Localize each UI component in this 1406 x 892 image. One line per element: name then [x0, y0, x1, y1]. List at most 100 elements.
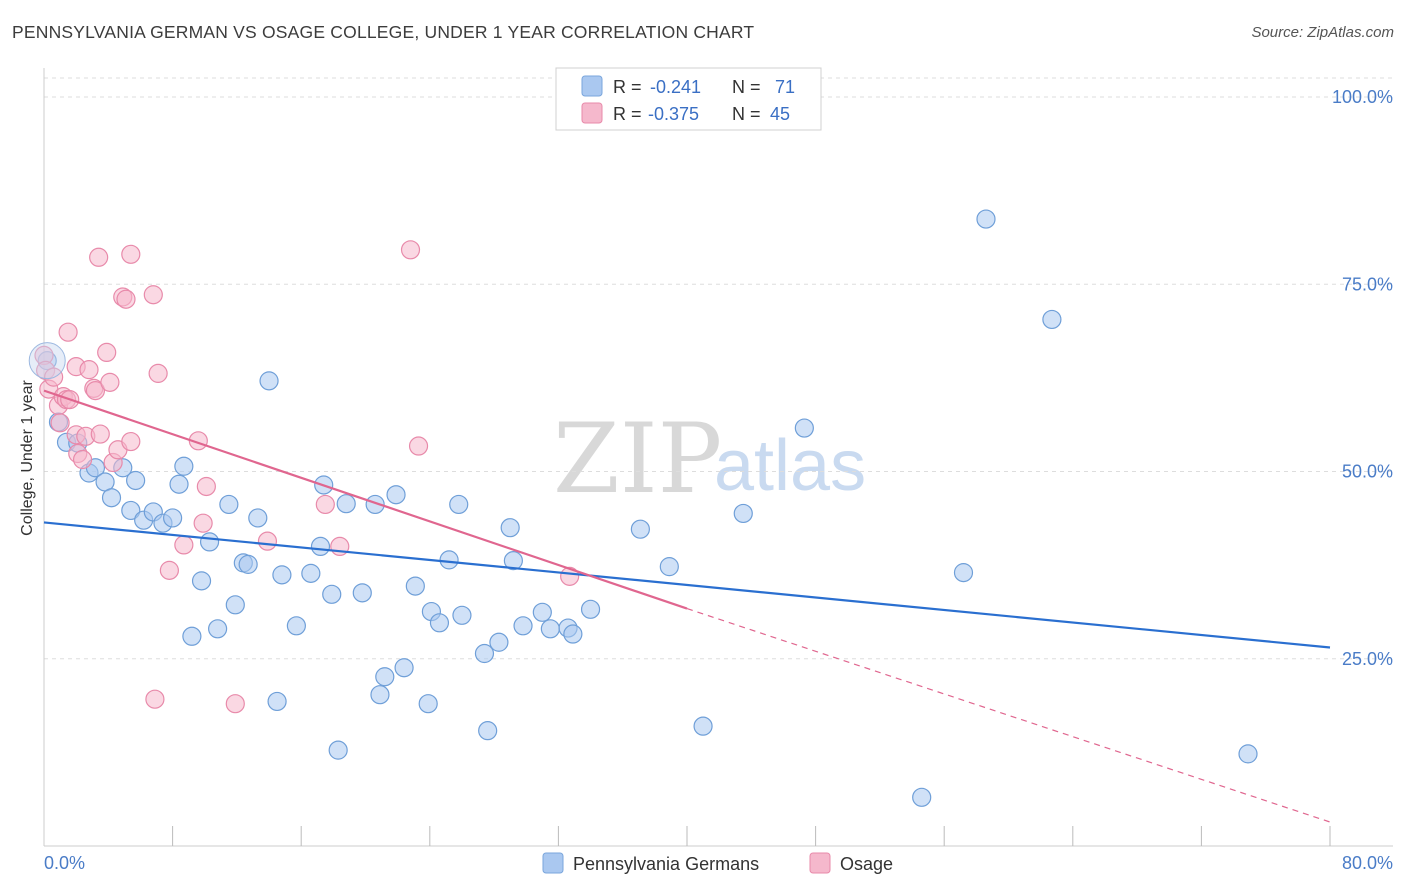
pennsylvania-germans-point-7	[101, 488, 122, 508]
pennsylvania-germans-point-26	[259, 371, 279, 391]
pennsylvania-germans-point-60	[630, 519, 650, 539]
pennsylvania-germans-point-43	[418, 694, 438, 714]
pennsylvania-germans-point-large	[28, 342, 66, 380]
pennsylvania-germans-point-38	[370, 685, 390, 705]
pennsylvania-germans-point-51	[489, 632, 509, 652]
osage-point-8	[58, 322, 78, 342]
series-legend-label-pennsylvania-germans: Pennsylvania Germans	[573, 854, 759, 874]
pennsylvania-germans-point-36	[352, 583, 372, 603]
osage-trend-extension	[686, 607, 1331, 823]
pennsylvania-germans-point-29	[286, 616, 306, 636]
pennsylvania-germans-point-49	[474, 643, 495, 664]
pennsylvania-germans-point-15	[169, 474, 189, 494]
osage-point-28	[143, 285, 163, 305]
osage-point-35	[196, 476, 216, 497]
pennsylvania-germans-point-20	[208, 619, 228, 639]
pennsylvania-germans-point-25	[248, 508, 268, 528]
osage-point-13	[72, 449, 93, 470]
pennsylvania-germans-point-45	[429, 613, 450, 633]
legend-n-label-1: N =	[732, 77, 761, 97]
pennsylvania-germans-point-35	[336, 494, 356, 514]
pennsylvania-germans-point-56	[540, 619, 560, 639]
osage-point-37	[257, 531, 278, 551]
pennsylvania-germans-point-53	[503, 551, 523, 571]
pennsylvania-germans-point-39	[375, 667, 395, 687]
chart-title: PENNSYLVANIA GERMAN VS OSAGE COLLEGE, UN…	[12, 22, 755, 42]
pennsylvania-germans-point-37	[365, 494, 385, 515]
pennsylvania-germans-point-61	[659, 557, 679, 577]
data-points	[28, 209, 1258, 807]
pennsylvania-germans-point-41	[394, 658, 414, 678]
pennsylvania-germans-point-42	[405, 576, 425, 596]
pennsylvania-germans-point-10	[126, 470, 146, 491]
watermark-atlas: atlas	[714, 426, 866, 506]
pennsylvania-germans-point-58	[563, 624, 583, 644]
legend-r-label-1: R =	[613, 77, 642, 97]
pennsylvania-germans-point-17	[182, 626, 202, 646]
osage-point-15	[79, 360, 99, 380]
pennsylvania-germans-point-33	[322, 584, 342, 604]
chart-source: Source: ZipAtlas.com	[1251, 24, 1394, 41]
pennsylvania-germans-point-40	[386, 485, 406, 505]
osage-point-19	[89, 247, 109, 267]
osage-point-34	[193, 513, 213, 533]
osage-point-31	[159, 560, 179, 580]
series-legend: Pennsylvania Germans Osage	[542, 852, 893, 874]
legend-n-label-2: N =	[732, 104, 761, 124]
pennsylvania-germans-point-65	[912, 787, 932, 807]
pennsylvania-germans-point-27	[267, 691, 287, 712]
pennsylvania-germans-point-24	[238, 554, 258, 574]
pennsylvania-germans-point-63	[733, 503, 753, 524]
trend-lines	[43, 389, 1331, 823]
y-tick-label-50: 50.0%	[1342, 462, 1393, 482]
pennsylvania-germans-point-55	[532, 602, 552, 622]
y-axis-label: College, Under 1 year	[19, 380, 36, 536]
osage-point-27	[121, 431, 141, 452]
osage-point-21	[100, 372, 120, 392]
pennsylvania-germans-point-50	[478, 721, 498, 741]
series-legend-swatch-pennsylvania-germans	[542, 852, 564, 874]
x-ticks	[172, 826, 1331, 846]
pennsylvania-germans-point-68	[1042, 309, 1062, 330]
y-tick-label-25: 25.0%	[1342, 649, 1393, 669]
pennsylvania-germans-point-9	[121, 500, 141, 521]
osage-trend-line	[43, 389, 688, 610]
pennsylvania-germans-point-64	[794, 418, 814, 438]
osage-point-18	[90, 424, 110, 444]
axes	[43, 68, 1393, 847]
series-legend-swatch-osage	[809, 852, 831, 874]
watermark-zip: ZIP	[553, 403, 722, 515]
legend-r-label-2: R =	[613, 104, 642, 124]
pennsylvania-germans-point-30	[301, 563, 321, 583]
osage-point-38	[315, 494, 335, 515]
osage-point-41	[408, 436, 429, 456]
pennsylvania-germans-trend-line	[43, 521, 1331, 649]
series-legend-label-osage: Osage	[840, 854, 893, 874]
osage-point-5	[50, 413, 70, 433]
pennsylvania-germans-point-19	[199, 532, 220, 552]
osage-point-26	[121, 244, 141, 264]
osage-point-32	[174, 535, 194, 555]
legend-n-value-1: 71	[775, 77, 795, 97]
pennsylvania-germans-point-14	[163, 508, 183, 528]
legend-swatch-pink	[581, 102, 603, 124]
pennsylvania-germans-point-52	[500, 518, 520, 538]
y-tick-labels: 100.0% 75.0% 50.0% 25.0%	[1332, 87, 1393, 669]
pennsylvania-germans-point-69	[1238, 744, 1258, 764]
osage-point-29	[145, 689, 165, 709]
pennsylvania-germans-point-22	[225, 595, 245, 615]
legend-r-value-1: -0.241	[650, 77, 701, 97]
pennsylvania-germans-point-46	[439, 550, 459, 570]
osage-point-40	[400, 240, 421, 260]
pennsylvania-germans-point-62	[693, 716, 713, 736]
pennsylvania-germans-point-48	[452, 605, 472, 625]
osage-point-17	[85, 381, 106, 401]
pennsylvania-germans-point-31	[310, 536, 331, 557]
y-tick-label-75: 75.0%	[1342, 274, 1393, 294]
pennsylvania-germans-point-16	[174, 456, 194, 476]
osage-point-36	[225, 694, 245, 714]
x-tick-label-max: 80.0%	[1342, 853, 1393, 873]
pennsylvania-germans-point-54	[513, 616, 533, 636]
legend-swatch-blue	[581, 75, 603, 97]
